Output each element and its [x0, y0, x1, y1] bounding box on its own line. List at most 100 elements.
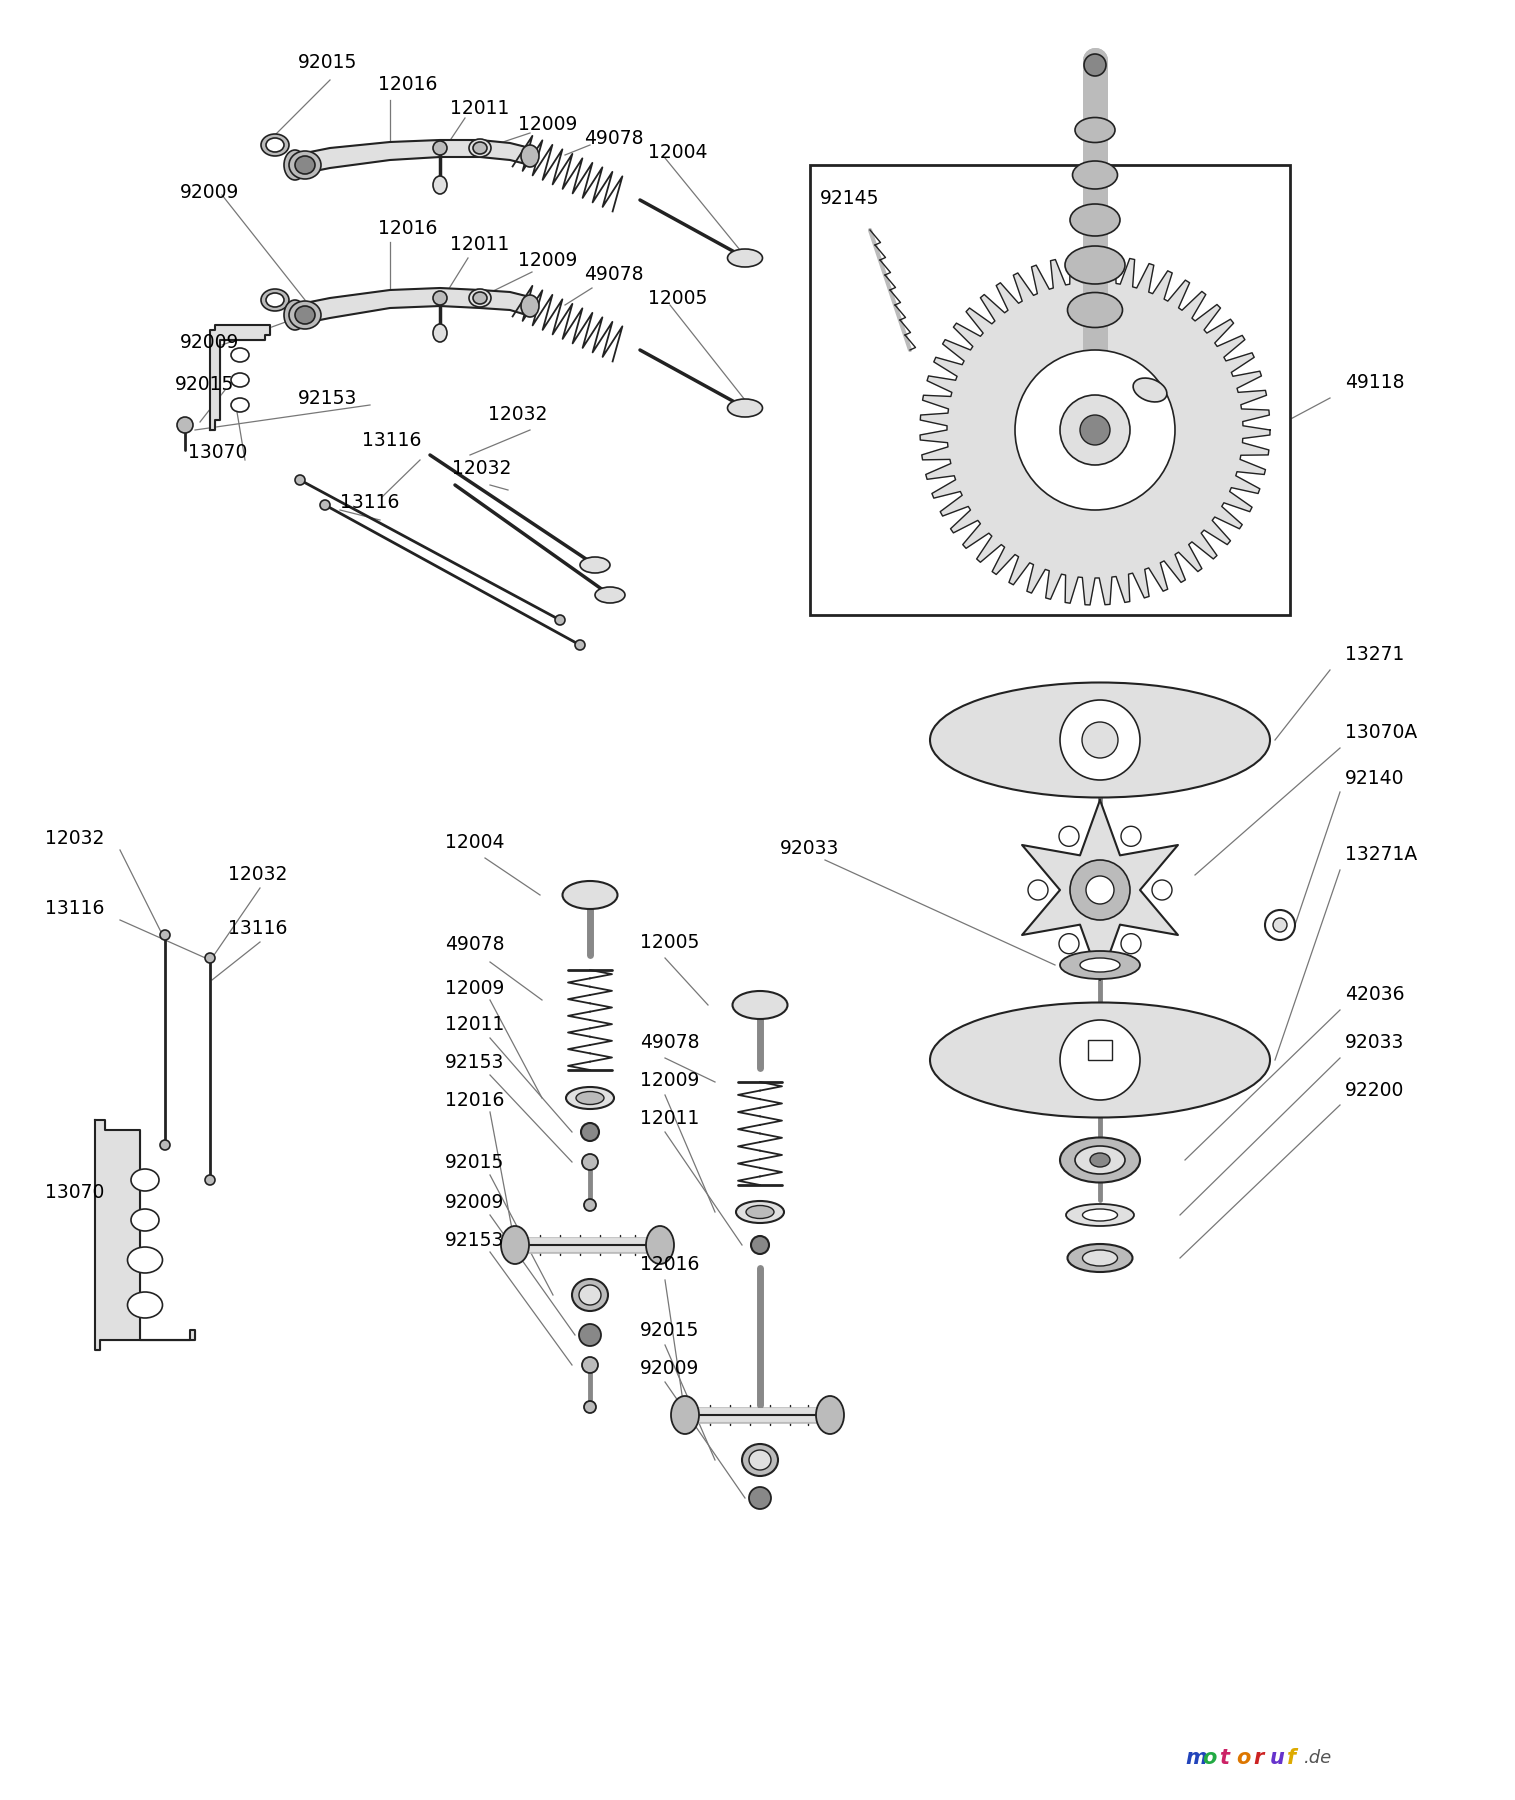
Ellipse shape: [748, 1451, 771, 1471]
Text: 92015: 92015: [176, 376, 235, 394]
Ellipse shape: [433, 292, 447, 304]
Text: 92015: 92015: [445, 1152, 504, 1172]
Ellipse shape: [736, 1201, 783, 1222]
Ellipse shape: [521, 146, 539, 167]
Text: t: t: [1220, 1748, 1229, 1768]
Text: f: f: [1288, 1748, 1297, 1768]
Ellipse shape: [261, 133, 289, 157]
Text: o: o: [1236, 1748, 1250, 1768]
Circle shape: [579, 1325, 601, 1346]
Text: 12032: 12032: [227, 866, 288, 884]
Text: 12016: 12016: [445, 1091, 504, 1109]
Ellipse shape: [1068, 1244, 1133, 1273]
Ellipse shape: [1065, 247, 1126, 284]
Ellipse shape: [582, 1357, 598, 1373]
Ellipse shape: [573, 1280, 608, 1310]
Text: 49078: 49078: [639, 1033, 700, 1051]
Text: 13271: 13271: [1345, 646, 1404, 664]
Ellipse shape: [1076, 117, 1115, 142]
Ellipse shape: [433, 140, 447, 155]
Circle shape: [205, 952, 215, 963]
Circle shape: [748, 1487, 771, 1508]
Text: 92200: 92200: [1345, 1080, 1404, 1100]
Ellipse shape: [580, 556, 611, 572]
Polygon shape: [920, 256, 1270, 605]
Ellipse shape: [521, 295, 539, 317]
Bar: [811, 166, 1289, 616]
Ellipse shape: [295, 157, 315, 175]
Ellipse shape: [1070, 203, 1120, 236]
Circle shape: [1029, 880, 1048, 900]
Ellipse shape: [567, 1087, 614, 1109]
Circle shape: [320, 500, 330, 509]
Text: 92009: 92009: [639, 1359, 700, 1377]
Ellipse shape: [261, 290, 289, 311]
Text: 49118: 49118: [1345, 373, 1404, 392]
Ellipse shape: [745, 1206, 774, 1219]
Circle shape: [1060, 700, 1139, 779]
Ellipse shape: [295, 306, 315, 324]
Text: 49078: 49078: [583, 265, 644, 284]
Circle shape: [576, 641, 585, 650]
Text: 12011: 12011: [450, 236, 509, 254]
Text: u: u: [1270, 1748, 1285, 1768]
Ellipse shape: [595, 587, 626, 603]
Ellipse shape: [1133, 378, 1167, 401]
Ellipse shape: [751, 1237, 770, 1255]
Text: 12016: 12016: [379, 218, 438, 238]
Text: 92033: 92033: [1345, 1033, 1404, 1051]
Ellipse shape: [130, 1210, 159, 1231]
Circle shape: [1121, 934, 1141, 954]
Ellipse shape: [283, 301, 306, 329]
Text: 12009: 12009: [518, 115, 577, 135]
Text: 92033: 92033: [780, 839, 839, 857]
Circle shape: [1015, 349, 1176, 509]
Text: 12011: 12011: [450, 99, 509, 117]
Ellipse shape: [473, 142, 486, 155]
Ellipse shape: [671, 1397, 698, 1435]
Text: 49078: 49078: [583, 128, 644, 148]
Ellipse shape: [1073, 160, 1118, 189]
Text: 12009: 12009: [445, 979, 504, 997]
Circle shape: [295, 475, 305, 484]
Ellipse shape: [1060, 950, 1139, 979]
Ellipse shape: [579, 1285, 601, 1305]
Text: 12032: 12032: [45, 828, 105, 848]
Ellipse shape: [645, 1226, 674, 1264]
Circle shape: [554, 616, 565, 625]
Ellipse shape: [727, 248, 762, 266]
Circle shape: [161, 931, 170, 940]
Ellipse shape: [230, 398, 248, 412]
Polygon shape: [95, 1120, 195, 1350]
Ellipse shape: [470, 290, 491, 308]
Ellipse shape: [732, 992, 788, 1019]
Bar: [1088, 1040, 1112, 1060]
Ellipse shape: [580, 1123, 598, 1141]
Ellipse shape: [583, 1199, 595, 1211]
Ellipse shape: [130, 1168, 159, 1192]
Circle shape: [1121, 826, 1141, 846]
Text: 12016: 12016: [379, 76, 438, 94]
Ellipse shape: [562, 880, 618, 909]
Circle shape: [1273, 918, 1288, 932]
Circle shape: [1080, 416, 1110, 445]
Text: 12032: 12032: [451, 459, 512, 477]
Ellipse shape: [267, 293, 283, 308]
Text: 12009: 12009: [518, 250, 577, 270]
Circle shape: [1151, 880, 1173, 900]
Circle shape: [1060, 394, 1130, 464]
Text: 92153: 92153: [298, 389, 358, 407]
Circle shape: [1060, 1021, 1139, 1100]
Ellipse shape: [1067, 1204, 1135, 1226]
Circle shape: [1070, 860, 1130, 920]
Polygon shape: [295, 140, 530, 175]
Text: 92015: 92015: [639, 1321, 700, 1339]
Ellipse shape: [267, 139, 283, 151]
Text: m: m: [1185, 1748, 1207, 1768]
Text: 13070: 13070: [45, 1183, 105, 1202]
Ellipse shape: [930, 1003, 1270, 1118]
Polygon shape: [1023, 799, 1179, 979]
Ellipse shape: [470, 139, 491, 157]
Text: 12005: 12005: [639, 932, 700, 952]
Text: 12016: 12016: [639, 1256, 700, 1274]
